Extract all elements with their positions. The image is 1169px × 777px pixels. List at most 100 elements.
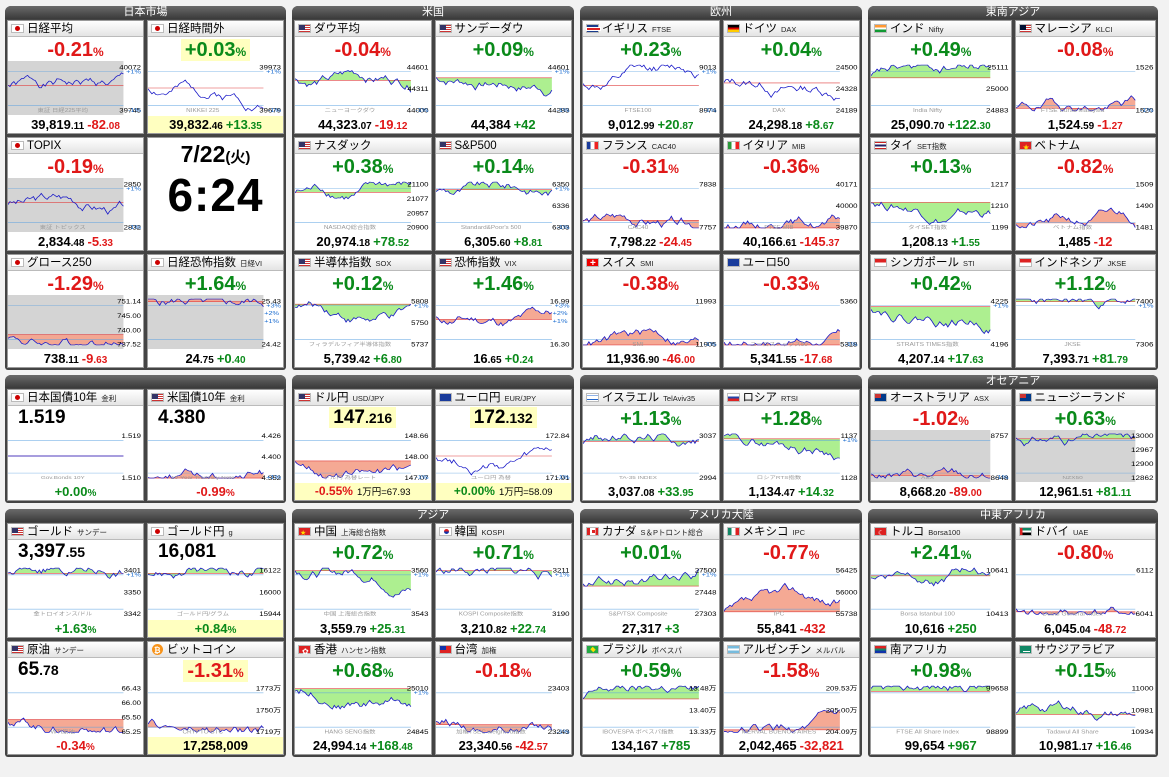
market-tile[interactable]: 原油 サンデー 65.78 WTI原油 66.43 66.00 65.50 65.25 -0.3… [7, 640, 144, 755]
upper-limit-label: +1% [554, 572, 569, 578]
tile-grid: インド Nifty +0.49% India Nifty 25111 25000 24883… [870, 20, 1156, 368]
percent-sign: % [960, 45, 972, 59]
market-tile[interactable]: TOPIX -0.19% 東証 トピックス 2850 2832 +1% -1% 2,834.4… [7, 137, 144, 251]
change-decimals: .12 [393, 121, 408, 132]
market-tile[interactable]: ドル円 USD/JPY 147.216 ドル円 為替レート 148.66 148.00 14… [294, 389, 432, 501]
change-decimals: .63 [93, 355, 108, 366]
percent-sign: % [811, 45, 822, 59]
market-tile[interactable]: 台湾 加権 -0.18% 加権TSEC weighted指数 23403 23243 -1%… [434, 640, 572, 755]
market-tile[interactable]: 日経時間外 +0.03% NIKKEI 225 39973 39679 +1% -1% 39,… [147, 20, 284, 134]
axis-tick-label: 1481 [1135, 224, 1153, 232]
price-line [8, 336, 124, 346]
change-percent: -0.33% [724, 273, 860, 297]
price-footer: 7,798.22 -24.45 [583, 233, 719, 250]
axis-tick-label: 3350 [124, 590, 141, 596]
price-change: -82.08 [87, 117, 120, 132]
market-name: ナスダック [314, 140, 372, 152]
market-tile[interactable]: タイ SET指数 +0.13% タイSET指数 1217 1210 1199 1,208.13… [870, 137, 1012, 251]
market-tile[interactable]: 韓国 KOSPI +0.71% KOSPI Composite指数 3211 3190 +1… [434, 523, 572, 638]
market-tile[interactable]: ユーロ円 EUR/JPY 172.132 ユーロ円 為替 172.84 171.91 -1%… [434, 389, 572, 501]
market-tile[interactable]: 恐怖指数 VIX +1.46% 16.99 16.30 +3% +2% +1% 16.65 +0.… [434, 254, 572, 368]
price-chart: IBOVESPA ボベスパ指数 13.48万 13.40万 13.33万 [583, 685, 717, 735]
axis-tick-label: 27500 [695, 567, 717, 574]
market-tile[interactable]: イスラエル TelAviv35 +1.13% TA-35 INDEX 3037 2994 3… [582, 389, 720, 501]
chart-watermark: FTSE MIB [764, 225, 794, 230]
market-tile[interactable]: サウジアラビア +0.15% Tadawul All Share 11000 10981… [1014, 640, 1156, 755]
price-change: +8.67 [805, 117, 834, 132]
price-change: -89.00 [949, 484, 982, 499]
percent-sign: % [520, 665, 532, 680]
market-tile[interactable]: ゴールド円 g 16,081 ゴールド円/グラム 16122 16000 15944 +0.8… [147, 523, 284, 638]
market-tile[interactable]: ビットコイン -1.31% CRYPTO BTC 1773万 1750万 1719万 17,… [147, 640, 284, 755]
market-name: S&P500 [454, 140, 497, 152]
market-name: サウジアラビア [1034, 643, 1116, 656]
market-tile[interactable]: イギリス FTSE +0.23% FTSE100 9013 8974 +1% -1% 9,012… [582, 20, 720, 134]
ru-flag-icon [726, 393, 740, 402]
change-value: +0.98% [910, 659, 972, 682]
price-integer: 5,341 [750, 351, 783, 366]
market-tile[interactable]: インド Nifty +0.49% India Nifty 25111 25000 24883… [870, 20, 1012, 134]
market-code: VIX [504, 259, 517, 268]
tile-header: ブラジル ボベスパ [583, 641, 719, 658]
bitcoin-icon [152, 643, 163, 657]
market-name: 半導体指数 [314, 257, 372, 269]
change-percent: +0.00 [453, 484, 485, 498]
market-name: ビットコイン [167, 643, 236, 656]
market-tile[interactable]: ロシア RTSI +1.28% ロシアRTS指数 1137 1128 +1% 1,134.47… [722, 389, 860, 501]
market-tile[interactable]: ニュージーランド +0.63% NZX50 13000 12967 12900 12862 1… [1014, 389, 1156, 501]
market-tile[interactable]: 半導体指数 SOX +0.12% フィラデルフィア半導体指数 5808 5750 5737 +… [294, 254, 432, 368]
price-footer: 3,559.79 +25.31 [295, 620, 431, 637]
market-tile[interactable]: マレーシア KLCI -0.08% FTSE Bursa Malaysia 1526 15… [1014, 20, 1156, 134]
upper-limit-label: +1% [126, 69, 141, 75]
date-text: 7/22 [180, 141, 226, 167]
market-tile[interactable]: オーストラリア ASX -1.02% ASX 8757 8648 -1% 8,668.20 -8… [870, 389, 1012, 501]
price-footer: 39,832.46 +13.35 [148, 116, 283, 133]
my-flag-icon [1018, 24, 1032, 33]
market-tile[interactable]: 日経平均 -0.21% 東証 日経225平均 40072 39745 +1% -1% 39,8… [7, 20, 144, 134]
market-tile[interactable]: カナダ S＆Pトロント総合 +0.01% S&P/TSX Composite 27500… [582, 523, 720, 638]
price-change: -12 [1094, 234, 1113, 249]
price-line [148, 298, 264, 308]
market-tile[interactable]: メキシコ IPC -0.77% IPC 56425 56000 55738 55,841 -43… [722, 523, 860, 638]
market-tile[interactable]: ブラジル ボベスパ +0.59% IBOVESPA ボベスパ指数 13.48万 13.40… [582, 640, 720, 755]
market-tile[interactable]: S&P500 +0.14% Standard&Poor's 500 6350 6336 6… [434, 137, 572, 251]
market-tile[interactable]: インドネシア JKSE +1.12% JKSE 7400 7306 +1% 7,393.71 +… [1014, 254, 1156, 368]
market-tile[interactable]: ナスダック +0.38% NASDAQ総合指数 21100 21077 20957 2090… [294, 137, 432, 251]
market-tile[interactable]: アルゼンチン メルバル -1.58% MERVAL BUENOS AIRES 209.5… [722, 640, 860, 755]
market-tile[interactable]: 日本国債10年 金利 1.519 Gov.Bonds 10Y 1.519 1.510 +0.… [7, 389, 144, 501]
market-tile[interactable]: グロース250 -1.29% 751.14 745.00 740.00 737.52 738… [7, 254, 144, 368]
axis-tick-label: 4.352 [261, 475, 281, 481]
axis-tick-label: 24883 [986, 107, 1008, 115]
market-tile[interactable]: イタリア MIB -0.36% FTSE MIB 40171 40000 39870 40,1… [722, 137, 860, 251]
market-tile[interactable]: 米国債10年 金利 4.380 10-Year Treasury Note 4.426 4… [147, 389, 284, 501]
upper-limit-label: +1% [414, 303, 429, 309]
market-tile[interactable]: フランス CAC40 -0.31% CAC40 7838 7757 7,798.22 -24.… [582, 137, 720, 251]
market-tile[interactable]: 日経恐怖指数 日経VI +1.64% 25.43 24.42 +3% +2% +1% 24.75… [147, 254, 284, 368]
market-tile[interactable]: ドイツ DAX +0.04% DAX 24500 24328 24189 24,298.18 +… [722, 20, 860, 134]
price-decimals: .61 [782, 238, 797, 249]
price-chart: HANG SENG指数 25010 24845 +1% [295, 685, 429, 735]
market-tile[interactable]: ドバイ UAE -0.80% Dubai General Index 6112 6041 6… [1014, 523, 1156, 638]
market-tile[interactable]: 南アフリカ +0.98% FTSE All Share Index 99658 9889… [870, 640, 1012, 755]
change-value: +1.46% [472, 273, 534, 295]
chart-watermark: 10-Year Treasury Note [171, 476, 235, 481]
price-footer: 27,317 +3 [583, 620, 719, 637]
market-tile[interactable]: スイスSMI-0.38%SMI1199311905-1%11,936.90-46… [582, 254, 720, 368]
price-line [8, 717, 124, 733]
market-tile[interactable]: シンガポール STI +0.42% STRAITS TIMES指数 4225 4196 +1… [870, 254, 1012, 368]
price-footer: 4,207.14 +17.63 [871, 350, 1011, 367]
axis-tick-label: 3342 [124, 612, 141, 618]
price-footer: 8,668.20 -89.00 [871, 483, 1011, 500]
market-tile[interactable]: サンデーダウ +0.09% 44601 44283 +1% -1% 44,384 +42 [434, 20, 572, 134]
price-line [871, 685, 991, 692]
price-change: -432 [800, 621, 826, 636]
market-tile[interactable]: ゴールド サンデー 3,397.55 金トロイオンス/ドル 3401 3350 3342 +1… [7, 523, 144, 638]
market-tile[interactable]: ダウ平均 -0.04% ニューヨークダウ 44601 44311 44000 -1% 44,3… [294, 20, 432, 134]
change-percent: +0.00 [54, 484, 88, 499]
change-decimals: .33 [99, 238, 113, 249]
market-tile[interactable]: ユーロ50 -0.33% ユーロストックス50 5360 5318 -1% 5,341.55… [722, 254, 860, 368]
